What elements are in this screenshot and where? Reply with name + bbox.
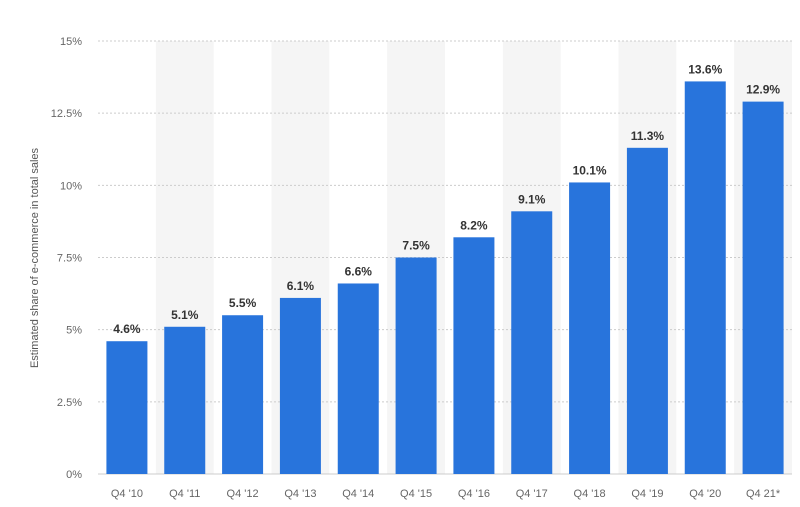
data-label: 8.2%	[460, 218, 488, 232]
bar[interactable]	[626, 147, 668, 474]
y-tick-label: 12.5%	[51, 108, 82, 120]
x-tick-label: Q4 '13	[284, 488, 316, 500]
x-tick-label: Q4 '18	[574, 488, 606, 500]
data-label: 10.1%	[573, 163, 607, 177]
bar[interactable]	[684, 81, 726, 474]
bar[interactable]	[164, 326, 206, 474]
data-label: 11.3%	[631, 129, 665, 143]
bar[interactable]	[453, 237, 495, 474]
bar[interactable]	[395, 257, 437, 475]
bar[interactable]	[569, 182, 611, 475]
x-tick-label: Q4 '20	[689, 488, 721, 500]
x-tick-label: Q4 '12	[227, 488, 259, 500]
y-axis-label: Estimated share of e-commerce in total s…	[29, 147, 41, 368]
bar[interactable]	[222, 315, 264, 474]
bar[interactable]	[511, 211, 553, 474]
x-tick-label: Q4 21*	[746, 488, 781, 500]
y-tick-label: 15%	[60, 36, 82, 48]
data-label: 7.5%	[402, 239, 430, 253]
data-label: 4.6%	[113, 322, 141, 336]
y-tick-label: 5%	[66, 325, 82, 337]
gridlines	[98, 40, 792, 475]
y-tick-label: 2.5%	[57, 397, 82, 409]
x-tick-label: Q4 '10	[111, 488, 143, 500]
y-axis-ticks: 0% 2.5% 5% 7.5% 10% 12.5% 15%	[51, 36, 82, 481]
data-label: 5.5%	[229, 296, 257, 310]
y-tick-label: 10%	[60, 180, 82, 192]
data-label: 13.6%	[688, 62, 722, 76]
data-label: 6.1%	[287, 279, 315, 293]
x-tick-label: Q4 '16	[458, 488, 490, 500]
x-axis-ticks: Q4 '10 Q4 '11 Q4 '12 Q4 '13 Q4 '14 Q4 '15 Q4 '…	[111, 488, 781, 500]
data-label: 5.1%	[171, 308, 199, 322]
x-tick-label: Q4 '19	[631, 488, 663, 500]
data-labels: 4.6% 5.1% 5.5% 6.1% 6.6% 7.5% 8.2% 9.1% 10.1% 11.…	[113, 62, 780, 336]
bar[interactable]	[337, 283, 379, 474]
bar[interactable]	[279, 297, 321, 474]
data-label: 12.9%	[746, 83, 780, 97]
y-tick-label: 7.5%	[57, 253, 82, 265]
bar[interactable]	[742, 101, 784, 475]
x-tick-label: Q4 '11	[169, 488, 200, 500]
data-label: 9.1%	[518, 192, 546, 206]
bar[interactable]	[106, 341, 148, 474]
data-label: 6.6%	[345, 264, 373, 278]
x-tick-label: Q4 '15	[400, 488, 432, 500]
y-tick-label: 0%	[66, 469, 82, 481]
x-tick-label: Q4 '17	[516, 488, 548, 500]
x-tick-label: Q4 '14	[342, 488, 374, 500]
bars	[106, 81, 784, 475]
